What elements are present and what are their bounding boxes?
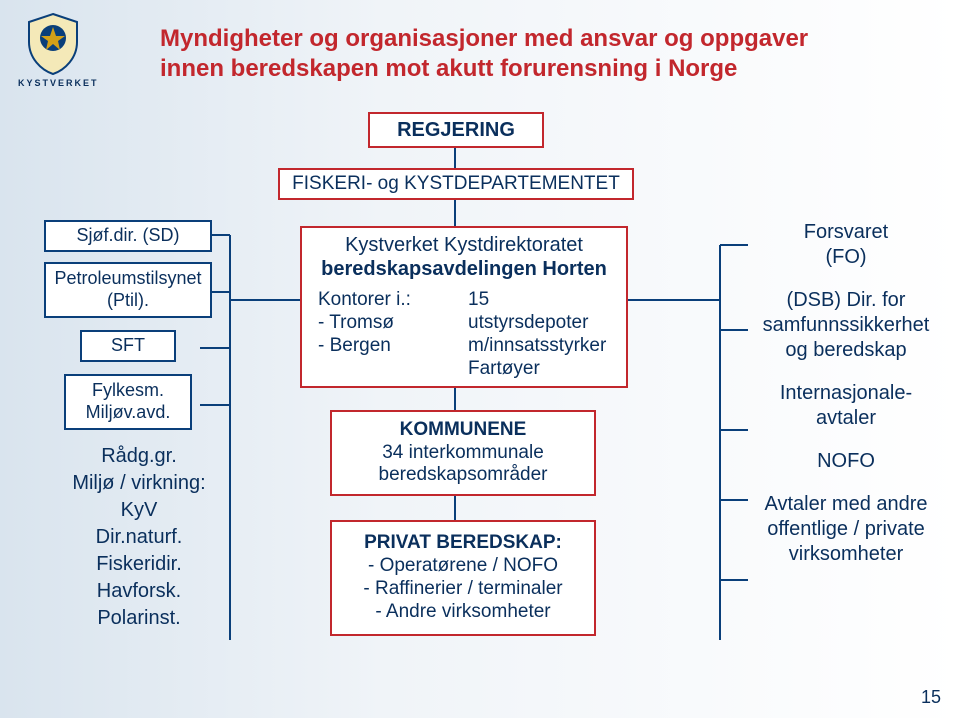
- bare-3: KyV: [44, 498, 234, 523]
- komm-3: beredskapsområder: [379, 464, 548, 487]
- logo-text: KYSTVERKET: [18, 78, 88, 88]
- kyst-sub: beredskapsavdelingen Horten: [321, 257, 607, 281]
- r-dsb: (DSB) Dir. for samfunnssikkerhet og bere…: [748, 288, 944, 363]
- bare-4: Dir.naturf.: [44, 525, 234, 550]
- r-fo-1: Forsvaret: [748, 220, 944, 245]
- r-int-1: Internasjonale-: [748, 381, 944, 406]
- ptil-l1: Petroleumstilsynet: [54, 268, 201, 290]
- fylkesm-l1: Fylkesm.: [92, 380, 164, 402]
- box-ptil: Petroleumstilsynet (Ptil).: [44, 262, 212, 318]
- box-dept: FISKERI- og KYSTDEPARTEMENTET: [278, 168, 634, 200]
- ptil-l2: (Ptil).: [107, 290, 149, 312]
- left-bare-list: Rådg.gr. Miljø / virkning: KyV Dir.natur…: [44, 444, 234, 633]
- box-kommunene: KOMMUNENE 34 interkommunale beredskapsom…: [330, 410, 596, 496]
- r-andre-3: virksomheter: [748, 542, 944, 567]
- box-kystverket: Kystverket Kystdirektoratet beredskapsav…: [300, 226, 628, 388]
- box-fylkesm: Fylkesm. Miljøv.avd.: [64, 374, 192, 430]
- kyst-left-col: Kontorer i.: - Tromsø - Bergen: [318, 289, 460, 380]
- r-dsb-2: samfunnssikkerhet: [748, 313, 944, 338]
- r-andre-2: offentlige / private: [748, 517, 944, 542]
- page-number: 15: [921, 687, 941, 708]
- kyst-title: Kystverket Kystdirektoratet: [345, 233, 583, 257]
- fylkesm-l2: Miljøv.avd.: [86, 402, 171, 424]
- title-line-2: innen beredskapen mot akutt forurensning…: [160, 54, 919, 84]
- kyst-l1: Kontorer i.:: [318, 289, 460, 312]
- box-regjering: REGJERING: [368, 112, 544, 148]
- slide-title: Myndigheter og organisasjoner med ansvar…: [160, 24, 919, 84]
- r-int: Internasjonale- avtaler: [748, 381, 944, 431]
- right-list: Forsvaret (FO) (DSB) Dir. for samfunnssi…: [748, 220, 944, 567]
- box-sft: SFT: [80, 330, 176, 362]
- kyst-l3: - Bergen: [318, 335, 460, 358]
- r-int-2: avtaler: [748, 406, 944, 431]
- kyst-r2: m/innsatsstyrker: [468, 335, 610, 358]
- r-fo-2: (FO): [748, 245, 944, 270]
- komm-2: 34 interkommunale: [382, 442, 544, 465]
- box-sjofdir: Sjøf.dir. (SD): [44, 220, 212, 252]
- kyst-r1: 15 utstyrsdepoter: [468, 289, 610, 335]
- r-andre-1: Avtaler med andre: [748, 492, 944, 517]
- priv-3: - Raffinerier / terminaler: [363, 578, 562, 601]
- bare-5: Fiskeridir.: [44, 552, 234, 577]
- kyst-r3: Fartøyer: [468, 358, 610, 381]
- shield-icon: [25, 12, 81, 76]
- priv-1: PRIVAT BEREDSKAP:: [364, 532, 562, 555]
- r-andre: Avtaler med andre offentlige / private v…: [748, 492, 944, 567]
- logo: KYSTVERKET: [18, 12, 88, 88]
- r-fo: Forsvaret (FO): [748, 220, 944, 270]
- priv-2: - Operatørene / NOFO: [368, 555, 558, 578]
- bare-2: Miljø / virkning:: [44, 471, 234, 496]
- bare-1: Rådg.gr.: [44, 444, 234, 469]
- box-privat: PRIVAT BEREDSKAP: - Operatørene / NOFO -…: [330, 520, 596, 636]
- priv-4: - Andre virksomheter: [375, 601, 550, 624]
- bare-6: Havforsk.: [44, 579, 234, 604]
- kyst-right-col: 15 utstyrsdepoter m/innsatsstyrker Fartø…: [468, 289, 610, 380]
- kyst-l2: - Tromsø: [318, 312, 460, 335]
- r-dsb-1: (DSB) Dir. for: [748, 288, 944, 313]
- title-line-1: Myndigheter og organisasjoner med ansvar…: [160, 24, 919, 54]
- r-dsb-3: og beredskap: [748, 338, 944, 363]
- r-nofo: NOFO: [748, 449, 944, 474]
- komm-1: KOMMUNENE: [400, 419, 527, 442]
- bare-7: Polarinst.: [44, 606, 234, 631]
